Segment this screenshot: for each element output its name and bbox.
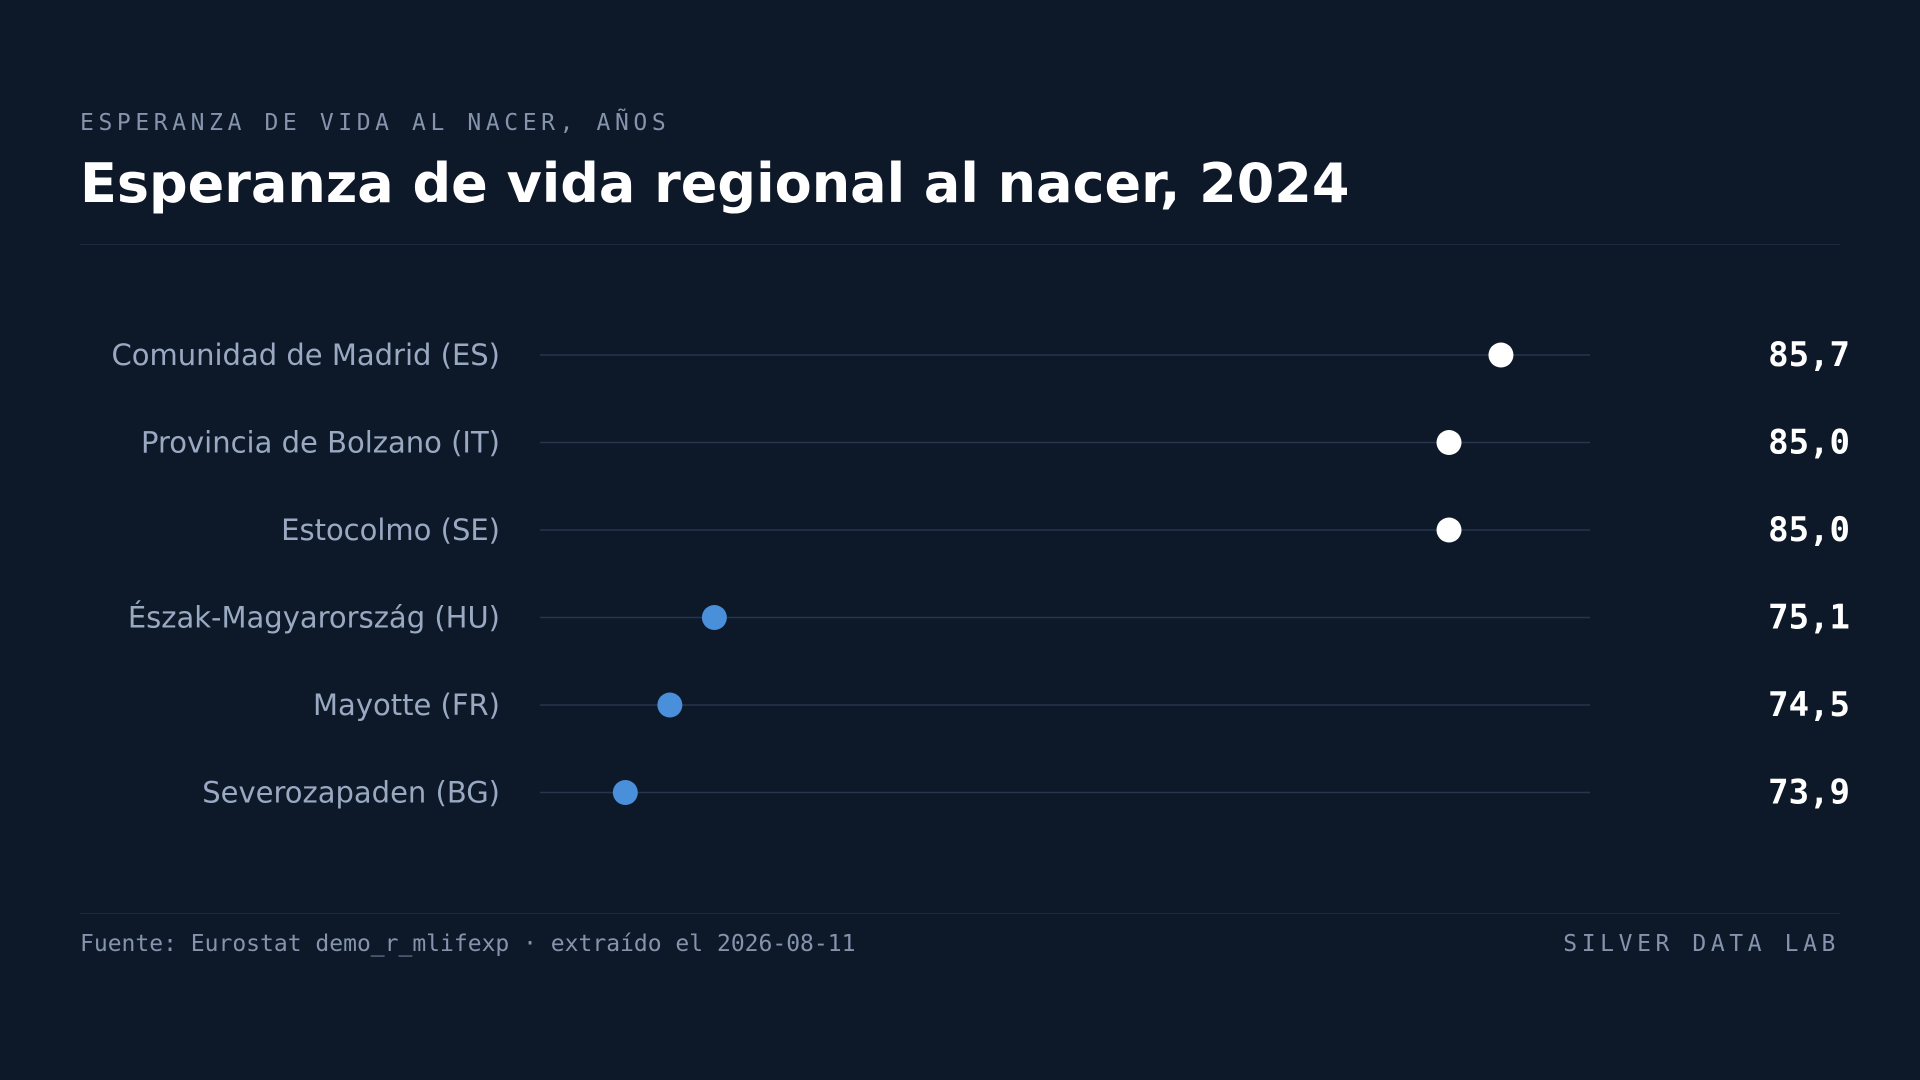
chart-row: Comunidad de Madrid (ES) 85,7 <box>112 335 1851 375</box>
data-dot <box>657 692 683 718</box>
category-label: Severozapaden (BG) <box>202 776 500 810</box>
category-label: Comunidad de Madrid (ES) <box>112 338 501 372</box>
value-label: 75,1 <box>1768 598 1850 638</box>
data-dot <box>1436 517 1462 543</box>
value-label: 85,0 <box>1768 510 1850 550</box>
header-divider <box>80 244 1840 245</box>
category-label: Provincia de Bolzano (IT) <box>141 426 500 460</box>
value-label: 85,0 <box>1768 423 1850 463</box>
chart-row: Mayotte (FR) 74,5 <box>313 685 1850 725</box>
data-dot <box>612 780 638 805</box>
chart-row: Severozapaden (BG) 73,9 <box>202 773 1850 813</box>
data-dot <box>701 605 727 630</box>
source-note: Fuente: Eurostat demo_r_mlifexp · extraí… <box>80 931 856 957</box>
footer-divider <box>80 913 1840 914</box>
category-label: Estocolmo (SE) <box>281 513 500 547</box>
chart-title: Esperanza de vida regional al nacer, 202… <box>80 152 1350 215</box>
value-label: 85,7 <box>1768 335 1850 375</box>
chart-row: Észak-Magyarország (HU) 75,1 <box>128 598 1850 638</box>
brand-label: SILVER DATA LAB <box>1563 931 1840 957</box>
value-label: 73,9 <box>1768 773 1850 813</box>
value-label: 74,5 <box>1768 685 1850 725</box>
chart-row: Estocolmo (SE) 85,0 <box>281 510 1850 550</box>
category-label: Mayotte (FR) <box>313 688 500 722</box>
category-label: Észak-Magyarország (HU) <box>128 601 500 635</box>
data-dot <box>1488 342 1514 368</box>
data-dot <box>1436 430 1462 455</box>
chart-row: Provincia de Bolzano (IT) 85,0 <box>141 423 1850 463</box>
chart-kicker: ESPERANZA DE VIDA AL NACER, AÑOS <box>80 110 671 136</box>
